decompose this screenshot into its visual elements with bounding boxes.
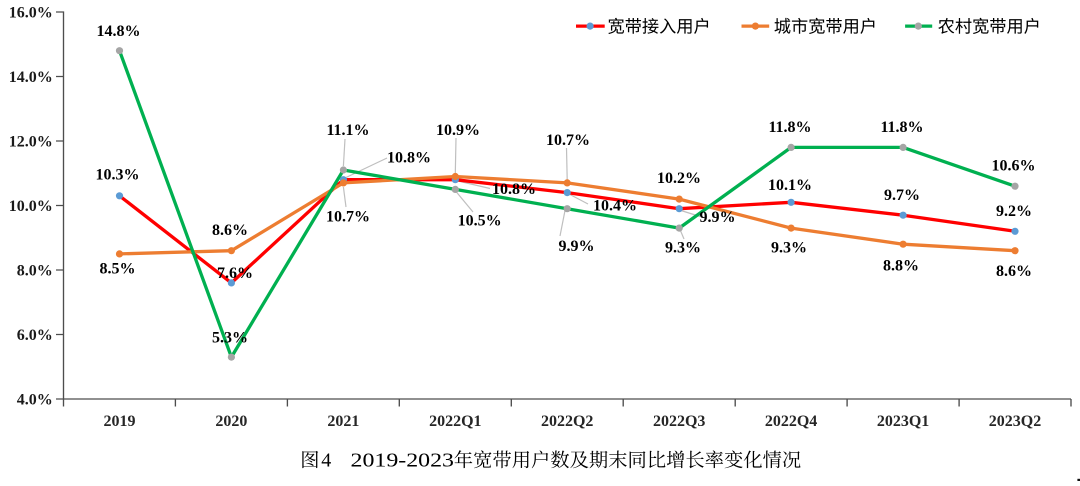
svg-text:16.0%: 16.0% [9, 5, 53, 22]
svg-text:2019: 2019 [104, 413, 136, 430]
svg-text:10.1%: 10.1% [768, 177, 812, 194]
svg-text:9.3%: 9.3% [665, 240, 701, 257]
svg-text:2023Q2: 2023Q2 [989, 413, 1041, 430]
svg-text:8.8%: 8.8% [883, 258, 919, 275]
svg-text:9.9%: 9.9% [700, 209, 736, 226]
svg-text:10.9%: 10.9% [436, 122, 480, 139]
svg-text:11.8%: 11.8% [768, 119, 811, 136]
svg-text:5.3%: 5.3% [212, 330, 248, 347]
svg-text:10.3%: 10.3% [96, 167, 140, 184]
svg-text:4.0%: 4.0% [17, 392, 53, 409]
svg-text:2022Q1: 2022Q1 [429, 413, 481, 430]
svg-text:2019-2023: 2019-2023 [351, 450, 455, 472]
svg-text:10.8%: 10.8% [492, 181, 536, 198]
svg-text:10.7%: 10.7% [326, 209, 370, 226]
svg-text:2022Q4: 2022Q4 [765, 413, 817, 430]
svg-text:8.0%: 8.0% [17, 263, 53, 280]
svg-text:14.8%: 14.8% [97, 23, 141, 40]
svg-text:11.1%: 11.1% [326, 122, 369, 139]
svg-text:9.9%: 9.9% [559, 238, 595, 255]
svg-text:14.0%: 14.0% [9, 69, 53, 86]
svg-text:8.6%: 8.6% [212, 222, 248, 239]
svg-text:2022Q3: 2022Q3 [653, 413, 705, 430]
svg-text:10.2%: 10.2% [657, 170, 701, 187]
svg-text:10.0%: 10.0% [9, 198, 53, 215]
svg-text:8.5%: 8.5% [100, 261, 136, 278]
svg-text:9.3%: 9.3% [771, 240, 807, 257]
svg-text:10.6%: 10.6% [992, 158, 1036, 175]
svg-text:2022Q2: 2022Q2 [541, 413, 593, 430]
svg-text:9.2%: 9.2% [996, 203, 1032, 220]
svg-text:10.7%: 10.7% [546, 132, 590, 149]
svg-text:9.7%: 9.7% [884, 187, 920, 204]
svg-text:6.0%: 6.0% [17, 327, 53, 344]
svg-text:7.6%: 7.6% [217, 265, 253, 282]
svg-text:4: 4 [321, 450, 331, 472]
svg-text:12.0%: 12.0% [9, 134, 53, 151]
svg-text:10.8%: 10.8% [387, 150, 431, 167]
svg-text:2023Q1: 2023Q1 [877, 413, 929, 430]
svg-text:11.8%: 11.8% [880, 119, 923, 136]
svg-text:8.6%: 8.6% [996, 263, 1032, 280]
svg-text:2020: 2020 [215, 413, 247, 430]
svg-text:10.4%: 10.4% [593, 198, 637, 215]
svg-text:10.5%: 10.5% [458, 212, 502, 229]
svg-text:2021: 2021 [327, 413, 359, 430]
